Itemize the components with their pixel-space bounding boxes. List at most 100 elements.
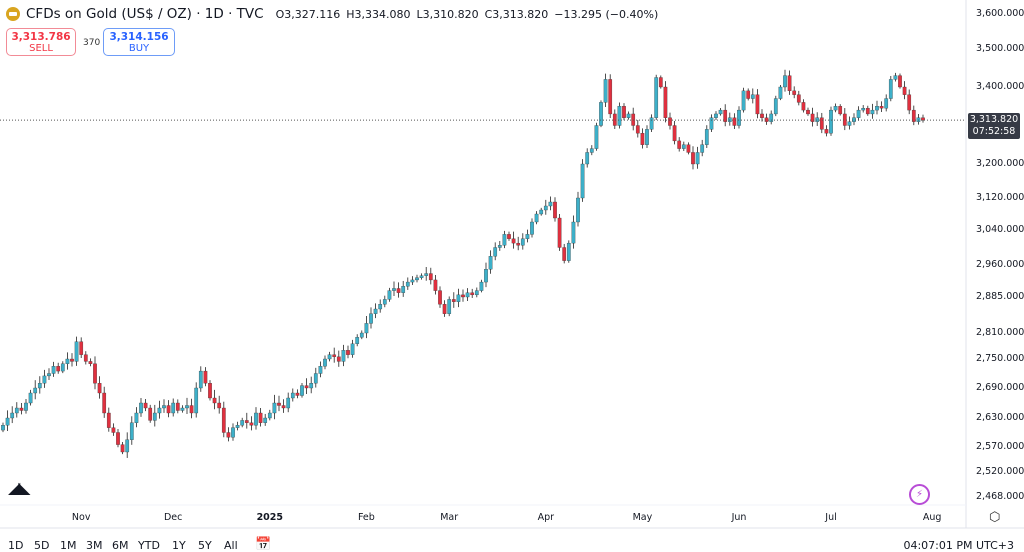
tradingview-logo[interactable]: ◢◣ [8,478,31,497]
candle-body [838,106,843,115]
candle-body [787,75,792,91]
candle-body [336,356,341,362]
candle-body [594,125,599,149]
range-ytd[interactable]: YTD [138,539,160,552]
candle-body [272,402,277,414]
candle-body [783,75,787,88]
candle-body [888,79,893,99]
candle-body [28,392,33,404]
candle-body [608,79,613,115]
candle-body [171,402,176,414]
candle-body [741,90,746,111]
candle-body [493,247,498,257]
candle-body [548,201,553,207]
bar-countdown: 07:52:58 [972,126,1016,137]
candle-body [332,354,337,357]
candle-body [51,366,56,374]
candle-body [769,113,774,122]
candle-body [267,412,272,419]
candle-body [732,117,737,126]
candle-body [755,94,760,115]
candle-body [806,109,810,115]
candle-body [870,109,875,115]
candle-body [249,422,254,426]
candle-body [879,106,884,109]
candle-body [60,363,65,372]
candle-body [861,108,866,111]
candle-body [125,439,130,453]
candle-body [760,113,764,118]
range-all[interactable]: All [224,539,238,552]
candle-body [714,113,718,118]
settings-icon[interactable]: ⬡ [989,510,1001,525]
candle-body [746,90,751,99]
y-tick-label: 3,200.000 [976,158,1024,169]
candle-body [120,444,125,453]
ohlc-high: H3,334.080 [346,7,411,21]
y-tick-label: 3,040.000 [976,224,1024,235]
candle-body [566,242,571,261]
buy-button[interactable]: 3,314.156 BUY [103,28,175,56]
candle-body [405,281,410,287]
candle-body [695,152,700,165]
candle-body [300,385,304,396]
candle-body [139,402,143,414]
candle-body [428,273,433,281]
sell-button[interactable]: 3,313.786 SELL [6,28,76,56]
x-tick-label: Aug [922,512,942,523]
candle-body [116,432,120,445]
candle-body [543,205,548,211]
range-6m[interactable]: 6M [112,539,129,552]
candle-body [465,292,470,298]
candle-body [470,292,475,296]
y-tick-label: 2,960.000 [976,259,1024,270]
candle-body [599,102,603,126]
current-price-label: 3,313.820 07:52:58 [968,113,1020,139]
candle-body [617,106,622,126]
range-1d[interactable]: 1D [8,539,24,552]
candle-body [645,129,649,145]
x-tick-label: May [632,512,653,523]
candle-body [79,341,84,355]
candle-body [911,109,916,122]
calendar-icon[interactable]: 📅 [255,537,272,552]
candle-body [557,217,562,248]
range-1m[interactable]: 1M [60,539,77,552]
x-tick-label: Feb [357,512,375,523]
candle-body [792,90,797,95]
candle-body [364,323,369,334]
candle-body [198,370,203,389]
candle-body [350,343,355,355]
y-tick-label: 3,120.000 [976,192,1024,203]
candle-body [387,290,392,300]
candle-body [355,337,360,344]
range-1y[interactable]: 1Y [172,539,186,552]
ohlc-open: O3,327.116 [275,7,341,21]
range-3m[interactable]: 3M [86,539,103,552]
range-5d[interactable]: 5D [34,539,50,552]
lightning-icon[interactable]: ⚡ [909,484,930,505]
symbol-title[interactable]: CFDs on Gold (US$ / OZ) · 1D · TVC [26,6,264,22]
candle-body [525,234,530,239]
candle-body [488,256,493,270]
candle-body [801,102,806,111]
clock[interactable]: 04:07:01 PM UTC+3 [903,539,1014,552]
candle-body [24,402,28,411]
x-tick-label: Nov [71,512,91,523]
candle-body [162,405,166,409]
candles [1,69,925,458]
candle-body [530,221,534,235]
candle-body [157,407,162,414]
candle-body [185,405,189,409]
candle-body [856,109,861,118]
range-5y[interactable]: 5Y [198,539,212,552]
chart-header: CFDs on Gold (US$ / OZ) · 1D · TVC O3,32… [6,6,658,22]
x-tick-label: Mar [440,512,459,523]
candle-body [562,247,567,261]
x-tick-label: Jun [731,512,747,523]
candle-body [654,77,659,118]
candle-body [658,77,663,88]
candle-body [208,383,212,399]
candle-body [810,113,815,122]
